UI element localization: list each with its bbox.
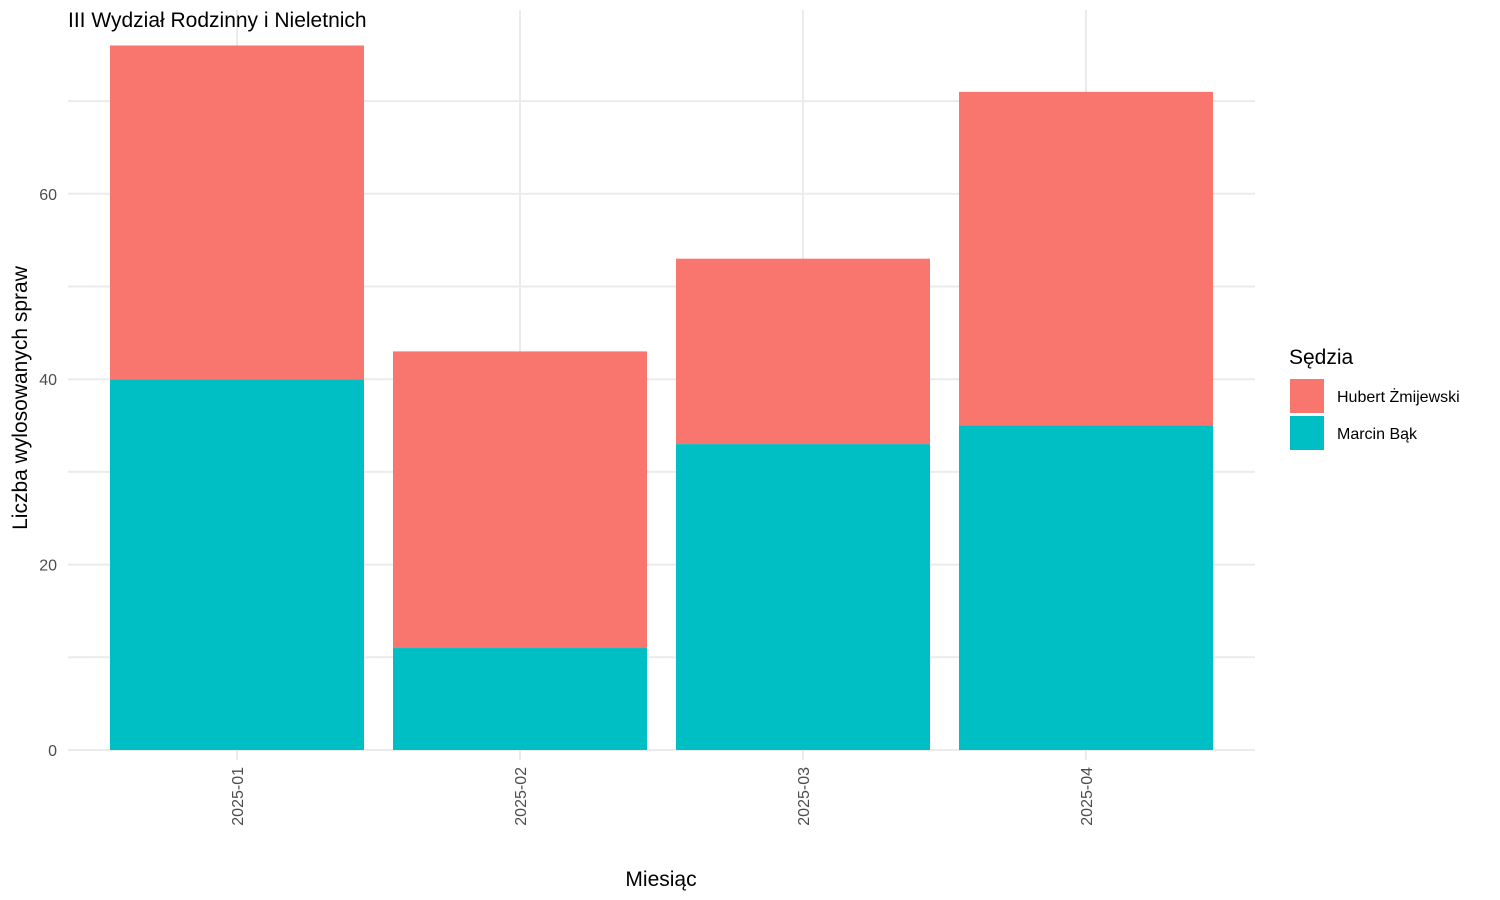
bar-segment-2025-04-series1 (959, 425, 1213, 750)
legend-swatch (1290, 379, 1324, 413)
x-axis-ticks: 2025-01 2025-02 2025-03 2025-04 (230, 750, 1096, 826)
bar-segment-2025-02-series1 (393, 648, 647, 750)
x-tick-label: 2025-01 (230, 767, 247, 826)
bar-segment-2025-04-series2 (959, 91, 1213, 426)
y-axis-ticks: 0 20 40 60 (39, 187, 57, 760)
bar-segment-2025-03-series2 (676, 258, 930, 445)
legend-label: Hubert Żmijewski (1337, 387, 1460, 406)
bar-segment-2025-01-series2 (110, 45, 364, 380)
legend-items: Hubert Żmijewski Marcin Bąk (1290, 379, 1460, 450)
x-tick-label: 2025-02 (513, 767, 530, 826)
legend-label: Marcin Bąk (1337, 426, 1418, 443)
bars-layer (110, 45, 1213, 750)
bar-segment-2025-01-series1 (110, 379, 364, 750)
legend: Sędzia Hubert Żmijewski Marcin Bąk (1289, 346, 1460, 450)
x-tick-label: 2025-03 (796, 767, 813, 826)
x-axis-title: Miesiąc (625, 868, 696, 891)
legend-swatch (1290, 416, 1324, 450)
y-tick-label: 0 (48, 743, 57, 760)
y-tick-label: 20 (39, 558, 57, 575)
y-tick-label: 60 (39, 187, 57, 204)
y-axis-title: Liczba wylosowanych spraw (9, 265, 32, 530)
y-tick-label: 40 (39, 372, 57, 389)
bar-segment-2025-03-series1 (676, 444, 930, 750)
chart-title: III Wydział Rodzinny i Nieletnich (68, 9, 367, 32)
x-tick-label: 2025-04 (1079, 767, 1096, 826)
legend-title: Sędzia (1289, 346, 1354, 369)
bar-segment-2025-02-series2 (393, 351, 647, 649)
